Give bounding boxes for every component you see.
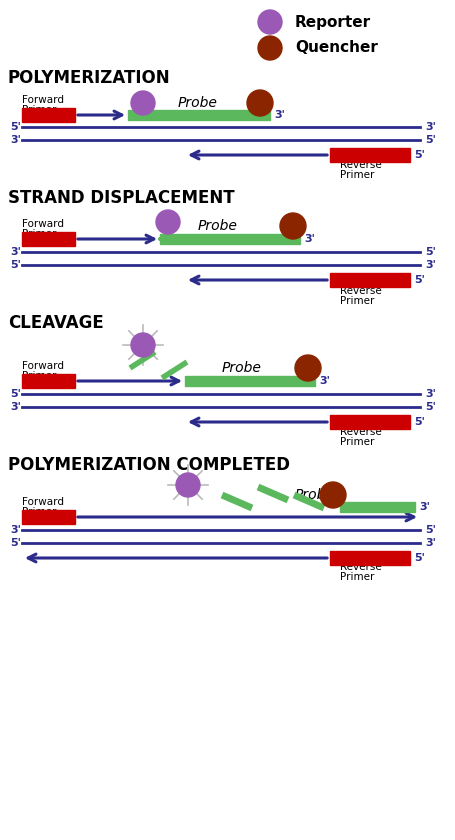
- Text: 3': 3': [424, 122, 435, 132]
- Text: 3': 3': [424, 389, 435, 399]
- Text: Primer: Primer: [339, 572, 374, 582]
- Text: 5': 5': [413, 417, 424, 427]
- Text: Primer: Primer: [22, 105, 56, 115]
- Text: 5': 5': [10, 260, 21, 270]
- Text: Reverse: Reverse: [339, 286, 381, 296]
- Bar: [329, 551, 409, 565]
- Text: Probe: Probe: [197, 219, 238, 233]
- Text: 5': 5': [413, 553, 424, 563]
- Circle shape: [247, 90, 273, 116]
- Text: 5': 5': [413, 275, 424, 285]
- Text: 3': 3': [418, 502, 429, 512]
- Circle shape: [131, 333, 155, 357]
- Text: Quencher: Quencher: [294, 40, 377, 55]
- Text: 3': 3': [10, 247, 21, 257]
- Bar: [329, 273, 409, 287]
- Circle shape: [156, 210, 180, 234]
- Text: STRAND DISPLACEMENT: STRAND DISPLACEMENT: [8, 189, 234, 207]
- Text: Primer: Primer: [22, 371, 56, 381]
- Text: 3': 3': [318, 376, 329, 386]
- Circle shape: [279, 213, 305, 239]
- Text: 3': 3': [424, 538, 435, 548]
- Text: Primer: Primer: [22, 229, 56, 239]
- Text: 5': 5': [424, 525, 435, 535]
- Bar: [22, 510, 75, 524]
- Bar: [339, 502, 414, 512]
- Circle shape: [258, 36, 281, 60]
- Text: 3': 3': [10, 135, 21, 145]
- Text: Reverse: Reverse: [339, 160, 381, 170]
- Text: Primer: Primer: [339, 296, 374, 306]
- Text: Probe: Probe: [177, 96, 217, 110]
- Text: Forward: Forward: [22, 95, 64, 105]
- Circle shape: [319, 482, 345, 508]
- Text: 5': 5': [424, 247, 435, 257]
- Circle shape: [294, 355, 320, 381]
- Text: 3': 3': [303, 234, 314, 244]
- Text: POLYMERIZATION: POLYMERIZATION: [8, 69, 170, 87]
- Circle shape: [176, 473, 200, 497]
- Text: 5': 5': [10, 389, 21, 399]
- Text: POLYMERIZATION COMPLETED: POLYMERIZATION COMPLETED: [8, 456, 289, 474]
- Text: Primer: Primer: [22, 507, 56, 517]
- Text: 3': 3': [273, 110, 284, 120]
- Text: Reverse: Reverse: [339, 427, 381, 437]
- Bar: [160, 234, 299, 244]
- Text: 3': 3': [10, 402, 21, 412]
- Text: Forward: Forward: [22, 497, 64, 507]
- Text: Forward: Forward: [22, 219, 64, 229]
- Text: 5': 5': [413, 150, 424, 160]
- Circle shape: [131, 91, 155, 115]
- Text: 5': 5': [10, 538, 21, 548]
- Text: Forward: Forward: [22, 361, 64, 371]
- Bar: [185, 376, 314, 386]
- Text: 5': 5': [424, 135, 435, 145]
- Text: 5': 5': [424, 402, 435, 412]
- Text: Reverse: Reverse: [339, 562, 381, 572]
- Bar: [22, 108, 75, 122]
- Text: Reporter: Reporter: [294, 14, 370, 29]
- Text: CLEAVAGE: CLEAVAGE: [8, 314, 104, 332]
- Bar: [128, 110, 269, 120]
- Bar: [329, 148, 409, 162]
- Text: Probe: Probe: [294, 488, 334, 502]
- Text: 5': 5': [10, 122, 21, 132]
- Bar: [329, 415, 409, 429]
- Circle shape: [258, 10, 281, 34]
- Text: Primer: Primer: [339, 170, 374, 180]
- Text: Primer: Primer: [339, 437, 374, 447]
- Bar: [22, 232, 75, 246]
- Text: Probe: Probe: [222, 361, 261, 375]
- Bar: [22, 374, 75, 388]
- Text: 3': 3': [10, 525, 21, 535]
- Text: 3': 3': [424, 260, 435, 270]
